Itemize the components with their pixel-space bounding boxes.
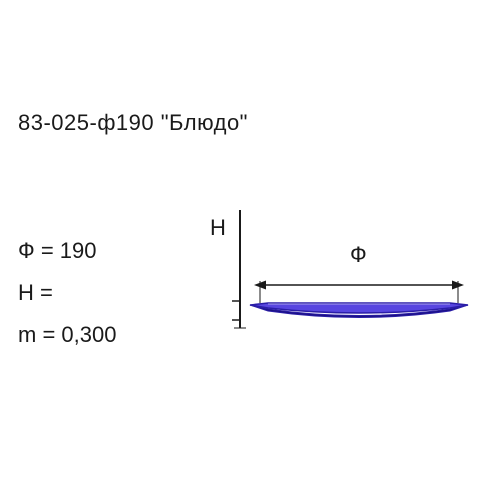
technical-diagram: НФ [210, 190, 490, 350]
page: 83-025-ф190 "Блюдо" Ф = 190 H = m = 0,30… [0, 0, 500, 500]
spec-phi: Ф = 190 [18, 230, 116, 272]
dish-drawing: НФ [210, 190, 490, 350]
spec-block: Ф = 190 H = m = 0,300 [18, 230, 116, 356]
spec-h: H = [18, 272, 116, 314]
svg-text:Ф: Ф [350, 242, 367, 267]
svg-text:Н: Н [210, 215, 226, 240]
product-title: 83-025-ф190 "Блюдо" [18, 110, 248, 136]
spec-m: m = 0,300 [18, 314, 116, 356]
